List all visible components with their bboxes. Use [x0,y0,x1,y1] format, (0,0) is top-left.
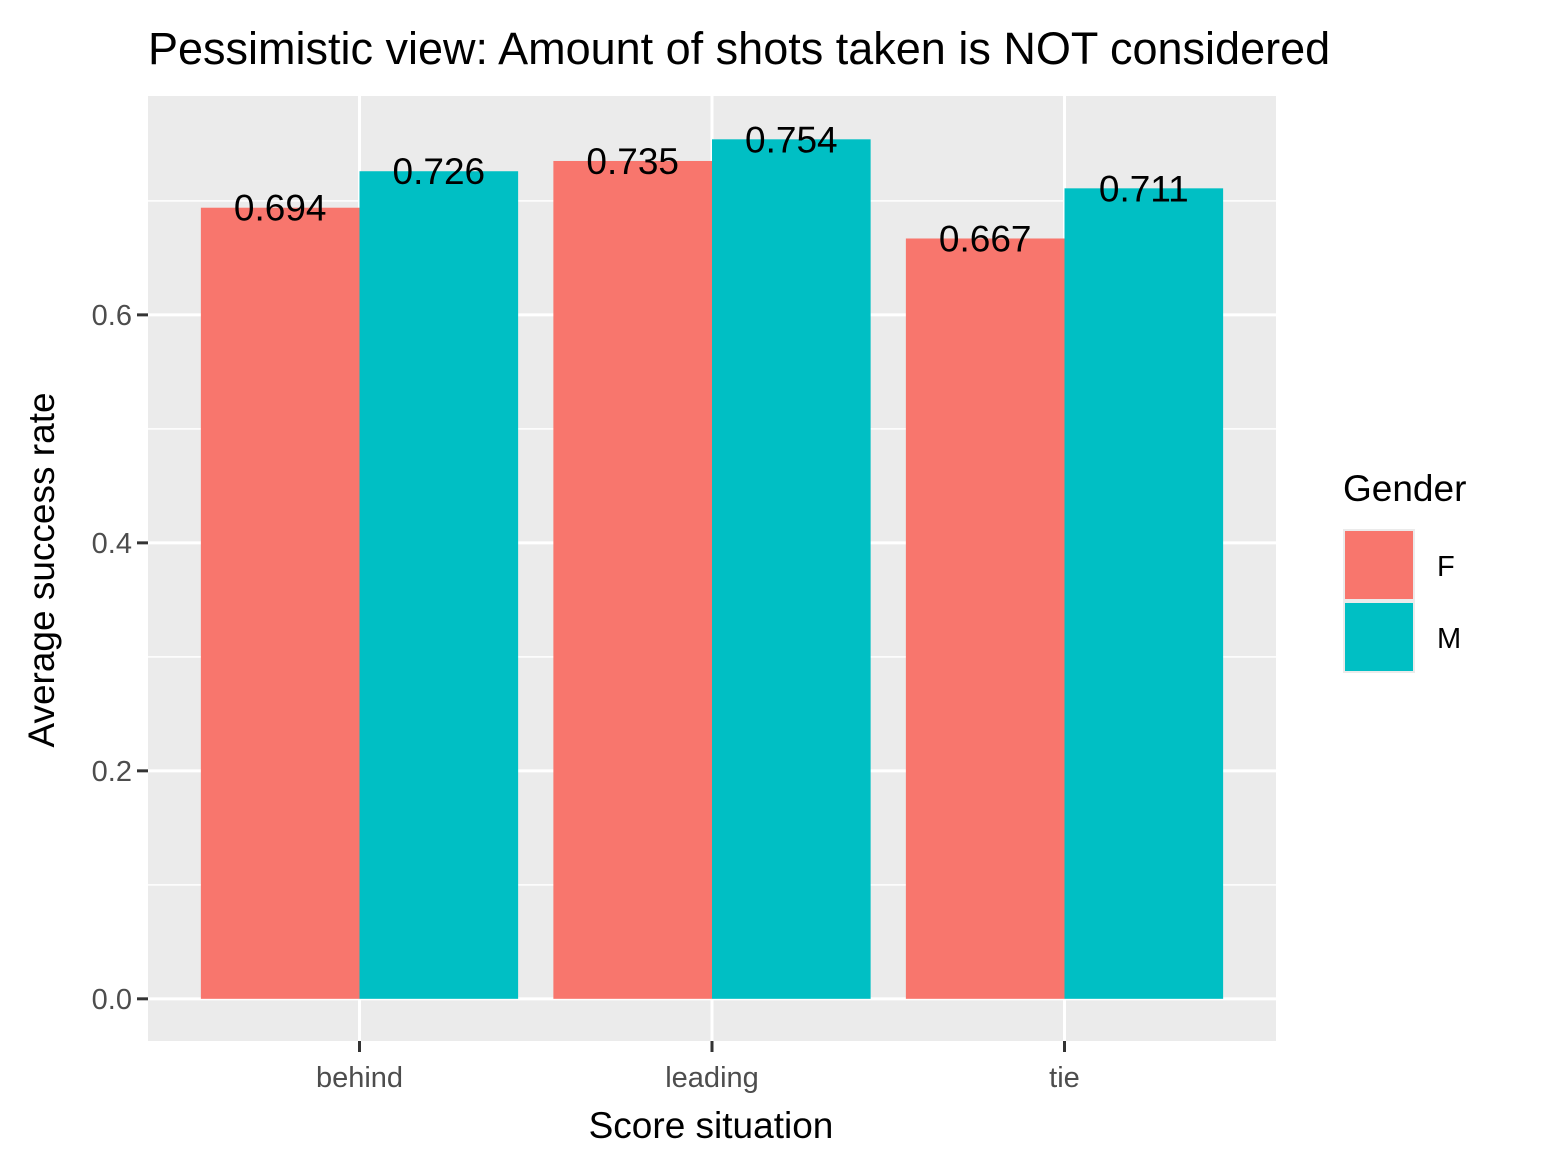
x-axis-label: Score situation [589,1105,834,1146]
bar-M-leading [712,139,871,999]
data-label: 0.694 [234,188,327,229]
bar-F-leading [553,160,712,999]
data-label: 0.667 [939,218,1032,259]
legend: Gender F M [1343,468,1466,673]
chart-title: Pessimistic view: Amount of shots taken … [148,23,1330,74]
data-label: 0.711 [1099,168,1189,209]
y-axis-label: Average success rate [21,392,62,747]
bar-M-behind [359,171,519,999]
bar-M-tie [1064,188,1224,999]
data-label: 0.726 [393,151,486,192]
data-label: 0.735 [586,141,679,182]
y-tick-label: 0.0 [92,984,132,1016]
legend-key-F [1345,531,1413,599]
legend-key-M [1345,603,1413,671]
legend-label: F [1437,551,1455,583]
data-label: 0.754 [745,119,838,160]
x-tick-label: tie [1049,1062,1080,1094]
x-tick-label: leading [665,1062,759,1094]
legend-label: M [1437,623,1461,655]
bar-F-behind [200,207,360,999]
y-tick-label: 0.6 [92,300,132,332]
legend-title: Gender [1343,468,1466,509]
bar-F-tie [905,238,1065,999]
plot-panel: 0.694 0.735 0.667 0.726 0.754 0.711 [148,96,1276,1041]
y-tick-label: 0.2 [92,756,132,788]
y-tick-label: 0.4 [92,528,132,560]
x-tick-label: behind [316,1062,403,1094]
